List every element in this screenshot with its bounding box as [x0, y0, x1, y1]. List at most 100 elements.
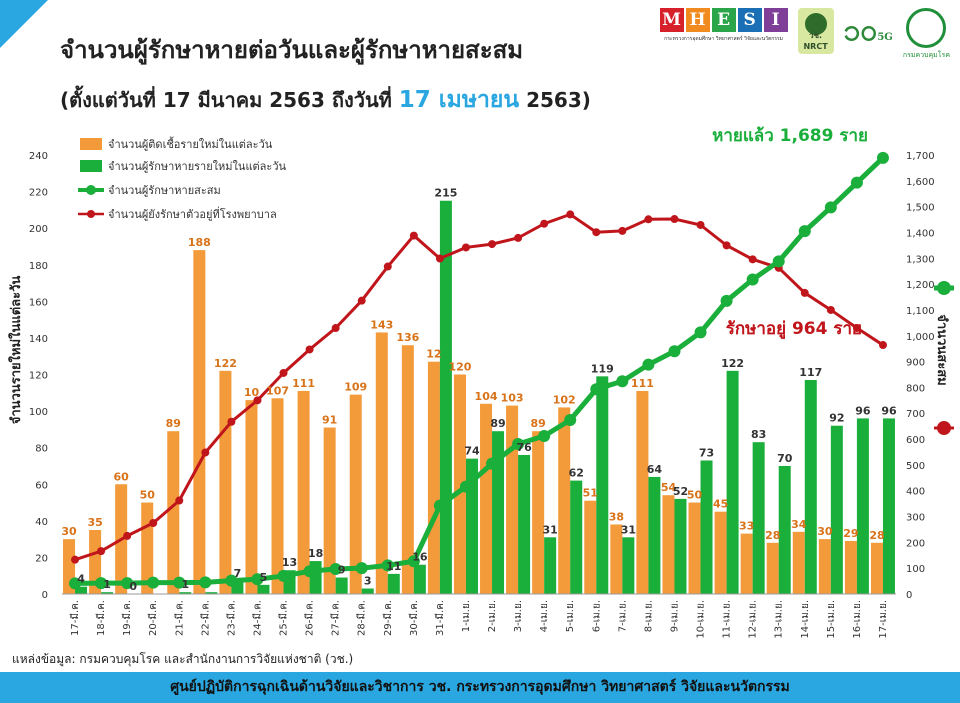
x-tick-label: 29-มี.ค.: [382, 600, 394, 636]
new-recovered-bar: [752, 442, 765, 594]
new-recovered-bar: [570, 480, 583, 594]
new-cases-bar: [688, 502, 701, 594]
cumulative-recovered-point: [564, 413, 577, 426]
new-recovered-bar: [413, 564, 426, 594]
new-cases-value-label: 30: [817, 525, 833, 538]
new-recovered-value-label: 92: [829, 412, 844, 425]
right-tick-label: 1,100: [906, 306, 935, 317]
new-recovered-bar: [101, 592, 114, 594]
new-cases-value-label: 60: [114, 470, 130, 483]
right-tick-label: 800: [906, 383, 925, 394]
right-tick-label: 1,300: [906, 254, 935, 265]
new-recovered-value-label: 11: [386, 560, 401, 573]
hospitalized-annotation: รักษาอยู่ 964 ราย: [726, 319, 862, 340]
new-recovered-value-label: 4: [77, 573, 85, 586]
hospitalized-point: [826, 305, 835, 314]
hospitalized-point: [409, 231, 418, 240]
new-recovered-value-label: 3: [364, 575, 372, 588]
new-recovered-value-label: 117: [799, 366, 822, 379]
hospitalized-point: [878, 341, 887, 350]
new-recovered-value-label: 18: [308, 547, 323, 560]
x-tick-label: 26-มี.ค.: [304, 600, 316, 636]
left-tick-label: 140: [29, 334, 48, 345]
legend-swatch: [80, 160, 102, 172]
hospitalized-point: [644, 215, 653, 224]
new-recovered-value-label: 7: [234, 567, 242, 580]
new-cases-bar: [506, 405, 519, 594]
right-tick-label: 400: [906, 487, 925, 498]
new-recovered-value-label: 76: [516, 441, 532, 454]
new-cases-bar: [818, 539, 831, 594]
new-cases-bar: [453, 374, 466, 594]
x-tick-label: 18-มี.ค.: [95, 600, 107, 636]
hospitalized-point: [357, 296, 366, 305]
legend-label: จำนวนผู้รักษาหายรายใหม่ในแต่ละวัน: [108, 160, 287, 173]
new-recovered-bar: [205, 592, 218, 594]
new-cases-bar: [401, 345, 414, 594]
hospitalized-line: [74, 212, 884, 562]
new-cases-value-label: 103: [501, 392, 524, 405]
cumulative-recovered-point: [277, 569, 290, 582]
x-tick-label: 6-เม.ย.: [591, 600, 602, 632]
hospitalized-point: [253, 396, 262, 405]
new-cases-value-label: 10: [244, 386, 260, 399]
new-cases-bar: [714, 511, 727, 594]
cumulative-recovered-point: [121, 577, 134, 590]
new-cases-value-label: 35: [87, 516, 102, 529]
new-recovered-bar: [518, 454, 531, 594]
hospitalized-point: [331, 324, 340, 333]
new-recovered-value-label: 5: [260, 571, 268, 584]
new-recovered-bar: [387, 573, 400, 594]
new-recovered-value-label: 96: [855, 404, 871, 417]
new-recovered-value-label: 64: [647, 463, 663, 476]
cumulative-recovered-point: [147, 576, 160, 589]
new-cases-value-label: 38: [609, 510, 624, 523]
new-recovered-bar: [778, 465, 791, 594]
cumulative-recovered-point: [746, 273, 759, 286]
x-tick-label: 28-มี.ค.: [356, 600, 368, 636]
hospitalized-point: [592, 228, 601, 237]
anniversary-logo: ၁၀5G: [844, 8, 893, 61]
x-tick-label: 5-เม.ย.: [565, 600, 576, 632]
anniversary-5g: 5G: [877, 32, 893, 43]
x-tick-label: 3-เม.ย.: [513, 600, 524, 632]
x-tick-label: 31-มี.ค.: [434, 600, 446, 636]
new-recovered-value-label: 62: [569, 467, 584, 480]
x-tick-label: 4-เม.ย.: [539, 600, 550, 632]
data-source: แหล่งข้อมูล: กรมควบคุมโรค และสำนักงานการ…: [12, 652, 354, 666]
right-tick-label: 600: [906, 435, 925, 446]
new-recovered-value-label: 31: [543, 523, 558, 536]
hospitalized-point: [488, 240, 497, 249]
new-cases-value-label: 51: [583, 487, 598, 500]
new-cases-value-label: 45: [713, 498, 728, 511]
legend-label: จำนวนผู้รักษาหายสะสม: [108, 184, 221, 197]
hospitalized-point: [279, 368, 288, 377]
x-tick-label: 16-เม.ย.: [852, 600, 863, 639]
x-tick-label: 22-มี.ค.: [199, 600, 211, 636]
new-recovered-value-label: 13: [282, 556, 297, 569]
new-recovered-bar: [335, 577, 348, 594]
x-tick-label: 19-มี.ค.: [121, 600, 133, 636]
cumulative-recovered-point: [590, 383, 603, 396]
cumulative-recovered-point: [538, 429, 551, 442]
right-tick-label: 500: [906, 461, 925, 472]
new-recovered-bar: [492, 431, 505, 594]
cumulative-recovered-point: [199, 576, 212, 589]
hospitalized-point: [722, 241, 731, 250]
hospitalized-point: [696, 220, 705, 229]
mhesi-letter: S: [737, 8, 762, 32]
new-cases-bar: [740, 533, 753, 594]
mhesi-letter: M: [659, 8, 684, 32]
subtitle-suffix: 2563): [526, 88, 591, 112]
new-cases-value-label: 33: [739, 520, 754, 533]
ddc-emblem-icon: [906, 8, 947, 48]
left-tick-label: 180: [29, 261, 48, 272]
cumulative-recovered-point: [720, 294, 733, 307]
new-recovered-value-label: 1: [103, 578, 111, 591]
new-cases-value-label: 111: [292, 377, 315, 390]
left-tick-label: 0: [42, 590, 48, 601]
new-cases-value-label: 109: [344, 381, 367, 394]
anniversary-mark: ၁၀: [843, 13, 878, 48]
